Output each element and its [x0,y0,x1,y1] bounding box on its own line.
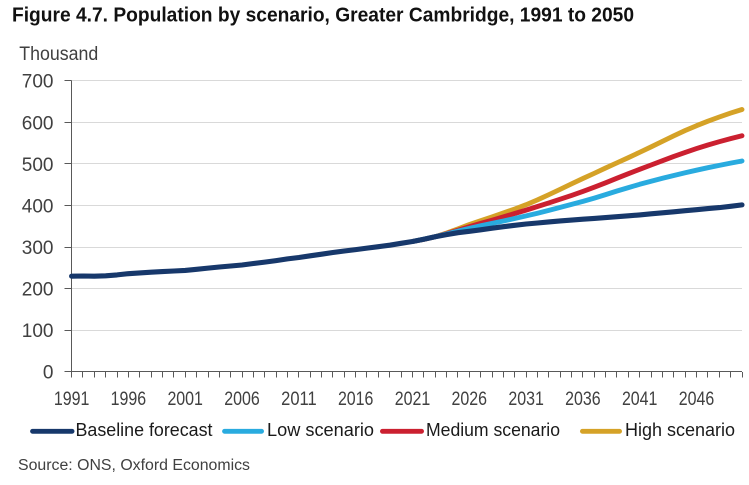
svg-text:2026: 2026 [452,389,488,410]
svg-text:Thousand: Thousand [19,44,98,65]
svg-text:2001: 2001 [167,389,203,410]
svg-text:2041: 2041 [622,389,658,410]
svg-text:2011: 2011 [281,389,317,410]
svg-text:600: 600 [22,113,54,134]
svg-text:2021: 2021 [395,389,431,410]
svg-text:Source: ONS, Oxford Economics: Source: ONS, Oxford Economics [18,457,250,474]
svg-text:Low scenario: Low scenario [267,419,374,440]
svg-text:Medium scenario: Medium scenario [426,419,560,440]
svg-text:700: 700 [22,72,54,93]
svg-text:Figure 4.7. Population by scen: Figure 4.7. Population by scenario, Grea… [12,3,634,26]
svg-text:1991: 1991 [54,389,90,410]
svg-text:High scenario: High scenario [625,419,735,440]
svg-text:2046: 2046 [679,389,715,410]
svg-text:500: 500 [22,155,54,176]
svg-text:2016: 2016 [338,389,374,410]
svg-text:0: 0 [43,363,54,384]
svg-text:2036: 2036 [565,389,601,410]
svg-text:Baseline forecast: Baseline forecast [76,419,214,440]
svg-text:2006: 2006 [224,389,260,410]
svg-text:200: 200 [22,280,54,301]
svg-text:1996: 1996 [111,389,147,410]
svg-text:100: 100 [22,321,54,342]
svg-text:2031: 2031 [508,389,544,410]
svg-text:400: 400 [22,196,54,217]
svg-text:300: 300 [22,238,54,259]
